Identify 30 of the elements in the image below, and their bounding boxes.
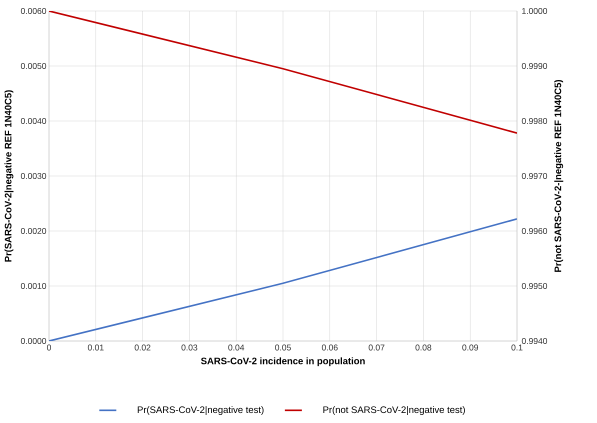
x-tick-label: 0.08 xyxy=(415,344,432,351)
x-axis-title: SARS-CoV-2 incidence in population xyxy=(200,357,365,366)
x-tick-label: 0.04 xyxy=(228,344,244,351)
y2-tick-label: 1.0000 xyxy=(522,8,548,14)
y-tick-label: 0.0020 xyxy=(20,228,46,234)
x-tick-label: 0.03 xyxy=(181,344,198,351)
y-tick-label: 0.0050 xyxy=(20,63,46,69)
y2-tick-label: 0.9940 xyxy=(522,338,548,344)
x-tick-label: 0.02 xyxy=(134,344,150,351)
legend-label: Pr(SARS-CoV-2|negative test) xyxy=(138,406,264,415)
y2-axis-title: Pr(not SARS-CoV-2-|negative REF 1N40C5) xyxy=(554,80,564,272)
x-tick-label: 0.07 xyxy=(368,344,384,351)
y2-tick-label: 0.9980 xyxy=(522,118,548,124)
x-tick-label: 0.09 xyxy=(462,344,478,351)
y2-tick-label: 0.9990 xyxy=(522,63,548,69)
y-tick-label: 0.0000 xyxy=(20,338,46,344)
y2-tick-label: 0.9960 xyxy=(522,228,548,234)
x-tick-label: 0 xyxy=(46,344,52,351)
y2-tick-label: 0.9970 xyxy=(522,173,548,179)
y2-tick-label: 0.9950 xyxy=(522,283,548,289)
y-tick-label: 0.0010 xyxy=(20,283,46,289)
y-axis-title: Pr(SARS-CoV-2|negative REF 1N40C5) xyxy=(4,90,14,262)
y-tick-label: 0.0040 xyxy=(20,118,46,124)
y-tick-label: 0.0060 xyxy=(20,8,46,14)
x-tick-label: 0.05 xyxy=(275,344,291,351)
y-tick-label: 0.0030 xyxy=(20,173,46,179)
x-tick-label: 0.01 xyxy=(88,344,104,351)
x-tick-label: 0.06 xyxy=(322,344,338,351)
legend-label: Pr(not SARS-CoV-2|negative test) xyxy=(323,406,465,415)
x-tick-label: 0.1 xyxy=(511,344,522,351)
